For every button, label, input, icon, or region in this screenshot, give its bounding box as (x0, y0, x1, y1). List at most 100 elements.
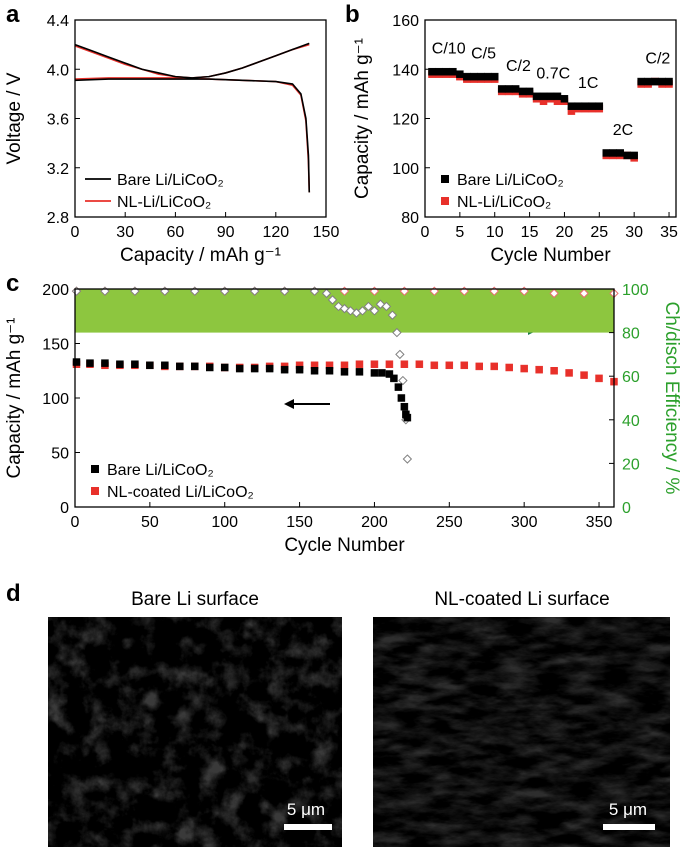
y-tick-label: 80 (401, 210, 419, 227)
y-tick-label: 2.8 (47, 210, 69, 227)
point (574, 102, 583, 110)
point (644, 77, 652, 86)
x-axis-label: Cycle Number (284, 535, 405, 556)
point (403, 413, 412, 422)
chart: 0 50 100 150 200 250 300 350 0 50 100 150 200 0 20 40 60… (4, 282, 682, 556)
x-tick-label: 120 (262, 224, 289, 241)
legend-label: Bare Li/LiCoO₂ (457, 172, 564, 189)
x-tick-label: 0 (421, 224, 430, 241)
point (355, 360, 364, 368)
x-tick-label: 30 (625, 224, 643, 241)
point (449, 67, 457, 76)
point (101, 359, 109, 367)
annotation: 1C (578, 75, 598, 92)
point (504, 85, 513, 93)
plot-frame (74, 19, 327, 218)
point (665, 77, 673, 86)
legend-label: NL-Li/LiCoO₂ (117, 194, 211, 211)
point (532, 92, 541, 101)
point (553, 92, 562, 101)
annotation: C/10 (432, 41, 466, 58)
panel-label: d (6, 580, 21, 607)
legend-swatch (91, 465, 99, 473)
point (72, 358, 81, 366)
y2-tick-label: 60 (622, 369, 640, 386)
annotation: C/2 (506, 58, 531, 75)
x-tick-label: 150 (313, 224, 340, 241)
point (579, 288, 589, 299)
annotation: 0.7C (536, 65, 570, 82)
point (327, 295, 338, 305)
y2-tick-label: 0 (622, 500, 631, 517)
point (116, 360, 124, 368)
legend-label: NL-coated Li/LiCoO₂ (107, 484, 254, 501)
chart: 0 30 60 90 120 150 2.8 3.2 3.6 4.0 4.4 Capacity / m… (4, 13, 339, 266)
x-tick-label: 90 (217, 224, 235, 241)
image-title: NL-coated Li surface (434, 589, 609, 610)
point (623, 151, 631, 160)
x-tick-label: 200 (361, 514, 388, 531)
point (385, 370, 394, 378)
point (390, 374, 398, 383)
point (387, 310, 398, 320)
point (535, 365, 543, 374)
x-tick-label: 10 (486, 224, 504, 241)
scale-bar-label: 5 μm (609, 800, 647, 819)
y-tick-label: 150 (42, 337, 69, 354)
point (235, 364, 244, 373)
y-tick-label: 160 (392, 13, 419, 30)
legend-swatch (441, 175, 449, 183)
x-tick-label: 20 (556, 224, 574, 241)
x-tick-label: 250 (436, 514, 463, 531)
legend-label: Bare Li/LiCoO₂ (107, 462, 214, 479)
point (430, 361, 439, 370)
point (470, 72, 478, 81)
point (394, 383, 403, 391)
point (445, 361, 454, 370)
point (658, 77, 666, 86)
y-tick-label: 4.4 (47, 13, 69, 30)
scale-bar-label: 5 μm (287, 800, 325, 819)
point (616, 149, 624, 157)
point (460, 361, 469, 370)
point (131, 360, 139, 368)
x-tick-label: 60 (167, 224, 185, 241)
point (550, 367, 558, 375)
point (602, 149, 611, 157)
point (369, 306, 380, 316)
x-tick-label: 0 (71, 514, 80, 531)
legend-label: Bare Li/LiCoO₂ (117, 172, 224, 189)
y2-tick-label: 40 (622, 413, 640, 430)
point (325, 367, 334, 375)
y-axis-label: Capacity / mAh g⁻¹ (352, 38, 373, 199)
x-tick-label: 50 (141, 514, 159, 531)
line (74, 43, 311, 193)
point (265, 364, 274, 373)
x-tick-label: 300 (511, 514, 538, 531)
point (310, 367, 319, 375)
y-tick-label: 50 (51, 446, 69, 463)
point (484, 72, 492, 81)
x-tick-label: 0 (71, 224, 80, 241)
point (497, 85, 506, 93)
x-tick-label: 25 (590, 224, 608, 241)
point (415, 360, 424, 368)
legend-swatch (441, 197, 449, 205)
arrow (284, 399, 330, 409)
chart: 0 5 10 15 20 25 30 35 80 100 120 140 160 Cycle Number… (352, 13, 678, 266)
point (250, 364, 259, 373)
x-tick-label: 35 (660, 224, 678, 241)
line (74, 42, 311, 193)
point (395, 349, 405, 360)
y-tick-label: 3.6 (47, 112, 69, 129)
point (357, 306, 368, 316)
point (400, 402, 409, 411)
image-title: Bare Li surface (131, 589, 259, 610)
point (651, 77, 659, 86)
x-axis-label: Capacity / mAh g⁻¹ (120, 245, 281, 266)
x-axis-label: Cycle Number (490, 245, 611, 266)
annotation: C/5 (471, 46, 496, 63)
point (588, 102, 597, 110)
